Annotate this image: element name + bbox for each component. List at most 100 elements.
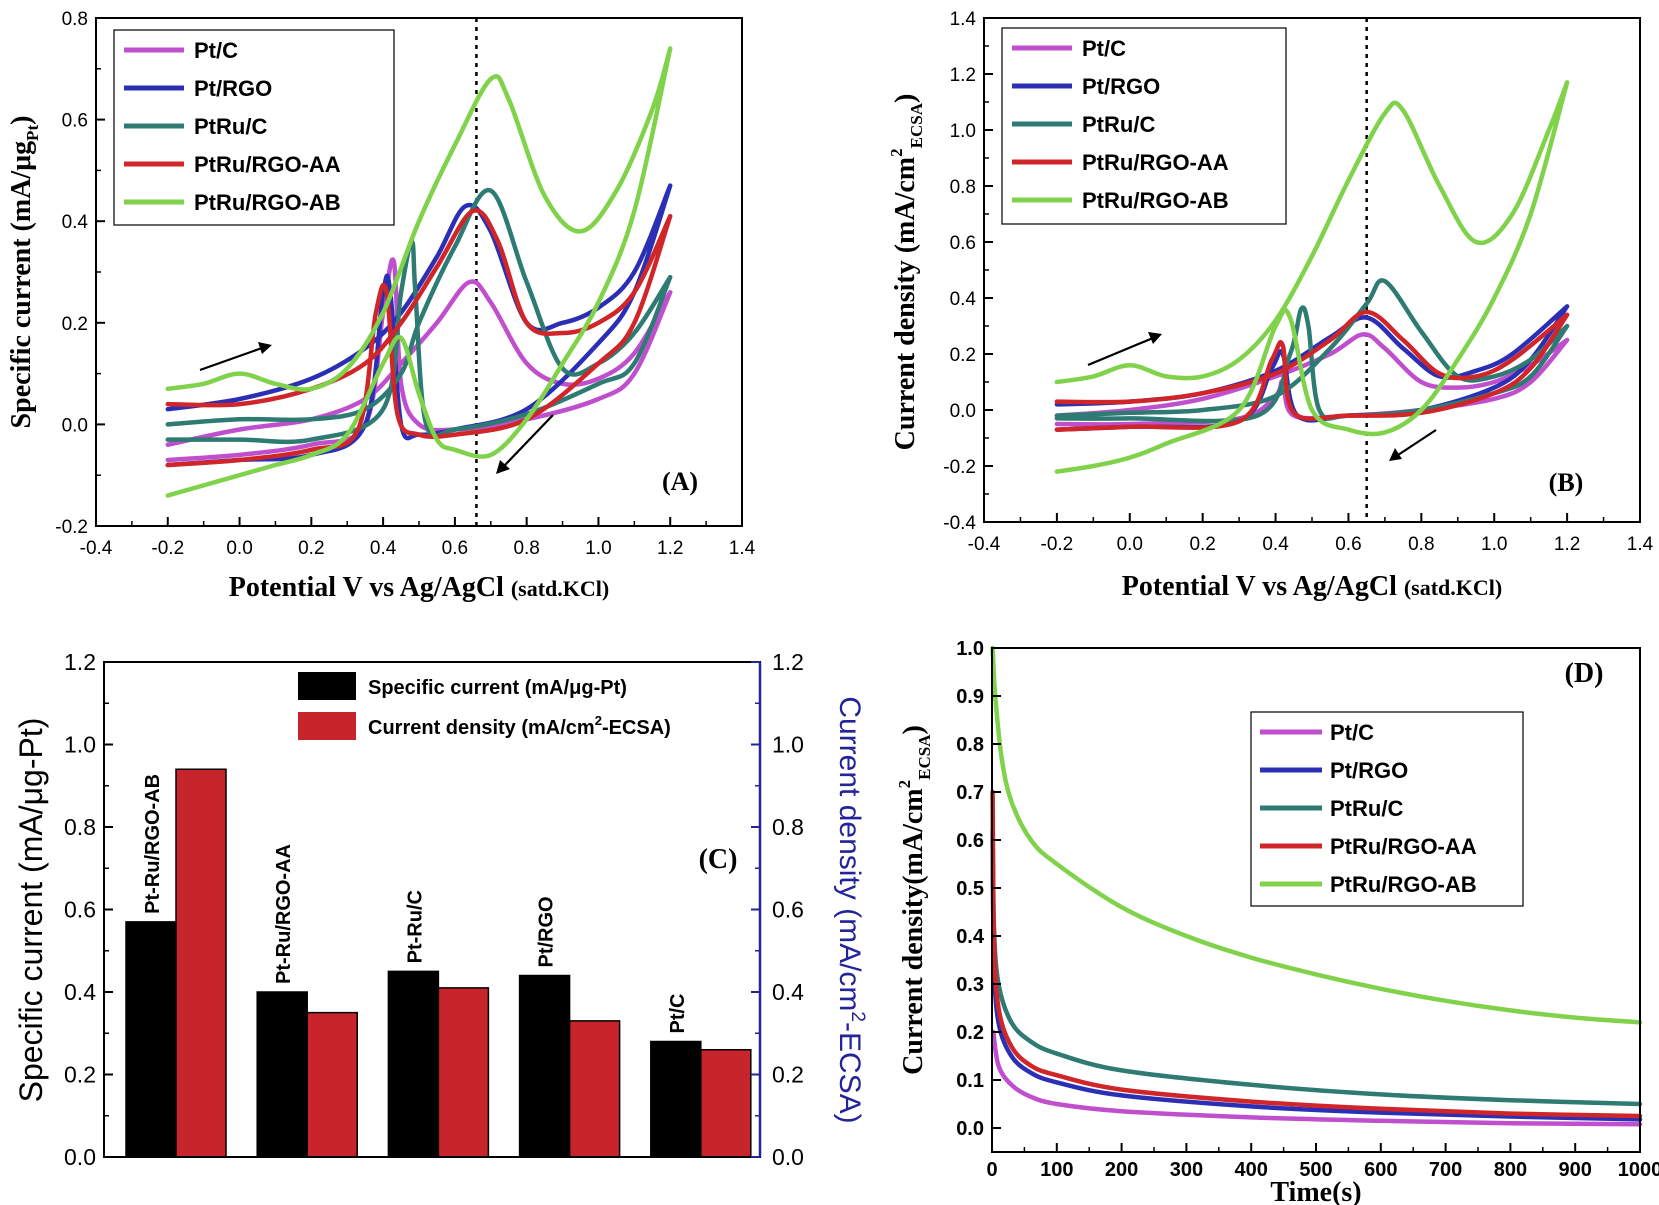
panel-c-legend: Specific current (mA/μg-Pt) Current dens… bbox=[298, 672, 671, 740]
panel-a-y-tick-label: 0.2 bbox=[62, 314, 88, 335]
panel-b-series-ptru-c bbox=[1054, 278, 1570, 424]
panel-a-legend: Pt/C Pt/RGO PtRu/C PtRu/RGO-AA PtRu/RGO-AB bbox=[124, 38, 341, 215]
panel-a-ylabel-sub: Pt bbox=[23, 125, 42, 141]
bar-pt-ru-rgo-aa-current-density bbox=[306, 1011, 358, 1158]
panel-a-x-ticks: -0.4 -0.2 0.0 0.2 0.4 0.6 0.8 1.0 1.2 1.4 bbox=[80, 517, 756, 559]
panel-b-xlabel-small: (satd.KCl) bbox=[1404, 575, 1502, 600]
panel-b-y-tick-label: 0.2 bbox=[950, 345, 976, 366]
panel-c-right-axis-label: Current density (mA/cm2-ECSA) bbox=[833, 696, 868, 1123]
panel-b-y-ticks: -0.4 -0.2 0.0 0.2 0.4 0.6 0.8 1.0 1.2 1.4 bbox=[943, 9, 993, 534]
panel-d-legend-label-ptru-rgo-aa: PtRu/RGO-AA bbox=[1330, 834, 1477, 859]
panel-c-label: (C) bbox=[699, 844, 738, 875]
panel-d-y-tick-label: 0.7 bbox=[956, 782, 984, 804]
panel-a-y-axis-label: Specific current (mA/μgPt) bbox=[6, 116, 42, 429]
panel-c-left-tick-label: 0.6 bbox=[64, 897, 96, 923]
legend-label-current-density-sup: 2 bbox=[595, 713, 602, 728]
bar-pt-ru-rgo-ab-specific-current bbox=[125, 921, 177, 1158]
panel-d-series-group bbox=[990, 645, 1643, 1127]
panel-a-x-axis-label: Potential V vs Ag/AgCl (satd.KCl) bbox=[229, 572, 609, 603]
panel-d-x-tick-label: 200 bbox=[1105, 1159, 1138, 1181]
panel-d-ylabel-main: Current density(mA/cm bbox=[898, 788, 929, 1074]
panel-d-x-tick-label: 300 bbox=[1170, 1159, 1203, 1181]
panel-b-legend: Pt/C Pt/RGO PtRu/C PtRu/RGO-AA PtRu/RGO-AB bbox=[1012, 36, 1229, 213]
bar-pt-ru-c-current-density bbox=[437, 987, 490, 1158]
panel-a-y-tick-label: -0.2 bbox=[55, 517, 88, 538]
panel-a-xlabel-small: (satd.KCl) bbox=[511, 576, 609, 601]
panel-c-category-label-pt-rgo: Pt/RGO bbox=[536, 896, 558, 967]
panel-a-x-tick-label: 1.2 bbox=[657, 538, 683, 559]
panel-c-bars-group bbox=[125, 768, 752, 1158]
panel-a-y-tick-label: 0.0 bbox=[62, 415, 88, 436]
panel-b-y-tick-label: -0.2 bbox=[943, 457, 976, 478]
panel-d-y-tick-label: 0.8 bbox=[956, 734, 984, 756]
panel-a-x-tick-label: 1.4 bbox=[729, 538, 756, 559]
panel-d-x-tick-label: 700 bbox=[1429, 1159, 1462, 1181]
panel-a-x-tick-label: 0.0 bbox=[226, 538, 252, 559]
panel-a-legend-label-pt-c: Pt/C bbox=[194, 38, 238, 63]
panel-c-y-ticks: 0.0 0.0 0.2 0.2 0.4 0.4 0.6 0.6 0.8 0.8 1.0 1.0 1.2 1… bbox=[64, 649, 804, 1170]
legend-label-current-density-end: -ECSA) bbox=[602, 717, 671, 739]
panel-b-legend-label-pt-c: Pt/C bbox=[1082, 36, 1126, 61]
panel-b-x-tick-label: 1.4 bbox=[1627, 534, 1654, 555]
panel-c: 0.0 0.0 0.2 0.2 0.4 0.4 0.6 0.6 0.8 0.8 1.0 1.0 1.2 1… bbox=[13, 649, 868, 1170]
panel-d-x-tick-label: 100 bbox=[1040, 1159, 1073, 1181]
panel-b-x-tick-label: 0.0 bbox=[1117, 534, 1143, 555]
panel-d-y-tick-label: 0.5 bbox=[956, 878, 984, 900]
panel-c-right-tick-label: 0.6 bbox=[772, 897, 804, 923]
bar-pt-c-current-density bbox=[700, 1049, 752, 1158]
panel-b-x-tick-label: 0.2 bbox=[1189, 534, 1215, 555]
panel-b-ylabel-main: Current density (mA/cm bbox=[890, 157, 921, 450]
panel-b-y-tick-label: 0.8 bbox=[950, 177, 976, 198]
panel-d-legend-label-ptru-rgo-ab: PtRu/RGO-AB bbox=[1330, 872, 1477, 897]
panel-d-x-tick-label: 1000 bbox=[1618, 1159, 1659, 1181]
panel-d-ylabel-end: ) bbox=[898, 725, 929, 734]
panel-b-ylabel-sup: 2 bbox=[887, 148, 906, 157]
panel-a-x-tick-label: 0.2 bbox=[298, 538, 324, 559]
panel-b-ylabel-sub: ECSA bbox=[907, 102, 926, 148]
panel-a: -0.4 -0.2 0.0 0.2 0.4 0.6 0.8 1.0 1.2 1.4 -0.20.0… bbox=[6, 9, 756, 603]
bar-pt-ru-rgo-aa-specific-current bbox=[256, 991, 308, 1158]
panel-c-left-axis-label: Specific current (mA/μg-Pt) bbox=[13, 718, 49, 1103]
panel-c-category-label-pt-ru-rgo-ab: Pt-Ru/RGO-AB bbox=[142, 774, 164, 914]
panel-a-x-tick-label: 0.4 bbox=[370, 538, 397, 559]
panel-b-ylabel-end: ) bbox=[890, 94, 921, 103]
panel-c-right-ylabel-main: Current density (mA/cm bbox=[833, 696, 866, 1011]
panel-a-legend-label-pt-rgo: Pt/RGO bbox=[194, 76, 272, 101]
panel-b-x-tick-label: -0.2 bbox=[1041, 534, 1074, 555]
panel-b-legend-label-ptru-c: PtRu/C bbox=[1082, 112, 1155, 137]
panel-d-y-tick-label: 0.0 bbox=[956, 1118, 984, 1140]
panel-a-legend-label-ptru-c: PtRu/C bbox=[194, 114, 267, 139]
panel-b-y-tick-label: 1.4 bbox=[950, 9, 977, 30]
panel-d-y-tick-label: 0.1 bbox=[956, 1070, 984, 1092]
panel-c-right-tick-label: 0.2 bbox=[772, 1062, 804, 1088]
panel-c-category-label-pt-ru-rgo-aa: Pt-Ru/RGO-AA bbox=[273, 844, 295, 984]
panel-d: 0 100 200 300 400 500 600 700 800 900 1000 0.00.10… bbox=[895, 638, 1659, 1205]
panel-c-left-tick-label: 1.0 bbox=[64, 732, 96, 758]
panel-b: -0.4 -0.2 0.0 0.2 0.4 0.6 0.8 1.0 1.2 1.4 -0.4-0.… bbox=[887, 9, 1654, 602]
panel-c-left-tick-label: 0.0 bbox=[64, 1144, 96, 1170]
panel-c-right-ylabel-sup: 2 bbox=[847, 1011, 868, 1022]
panel-d-x-tick-label: 0 bbox=[986, 1159, 997, 1181]
panel-d-legend-label-pt-c: Pt/C bbox=[1330, 720, 1374, 745]
panel-d-y-tick-label: 0.6 bbox=[956, 830, 984, 852]
panel-d-x-tick-label: 900 bbox=[1559, 1159, 1592, 1181]
panel-c-category-labels: Pt-Ru/RGO-AB Pt-Ru/RGO-AA Pt-Ru/C Pt/RGO Pt/… bbox=[142, 774, 689, 1034]
panel-c-left-tick-label: 0.2 bbox=[64, 1062, 96, 1088]
panel-a-forward-scan-arrow bbox=[199, 342, 272, 372]
panel-c-right-tick-label: 1.0 bbox=[772, 732, 804, 758]
panel-d-x-tick-label: 500 bbox=[1299, 1159, 1332, 1181]
panel-b-legend-label-pt-rgo: Pt/RGO bbox=[1082, 74, 1160, 99]
panel-a-label: (A) bbox=[662, 467, 698, 496]
panel-d-label: (D) bbox=[1565, 658, 1604, 689]
panel-d-y-axis-label: Current density(mA/cm2ECSA) bbox=[895, 725, 934, 1075]
panel-b-series-ptru-rgo-aa bbox=[1054, 309, 1570, 432]
panel-a-series-group bbox=[165, 18, 673, 526]
panel-b-y-tick-label: 1.2 bbox=[950, 65, 976, 86]
bar-pt-ru-rgo-ab-current-density bbox=[175, 768, 227, 1158]
panel-d-legend-label-pt-rgo: Pt/RGO bbox=[1330, 758, 1408, 783]
panel-d-y-tick-label: 1.0 bbox=[956, 638, 984, 660]
bar-pt-c-specific-current bbox=[650, 1040, 702, 1158]
panel-a-xlabel-main: Potential V vs Ag/AgCl bbox=[229, 572, 504, 603]
panel-b-series-ptru-rgo-ab bbox=[1054, 80, 1570, 474]
panel-b-xlabel-main: Potential V vs Ag/AgCl bbox=[1122, 571, 1397, 602]
